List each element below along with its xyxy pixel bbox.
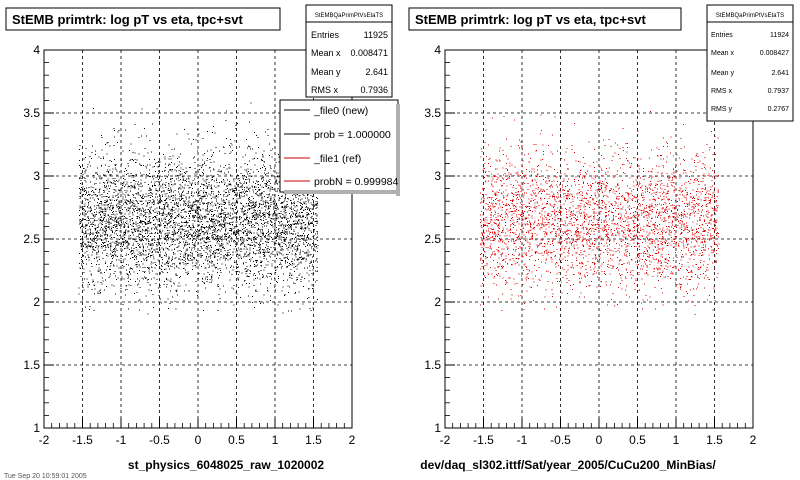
x-tick-label: 2 <box>349 433 356 447</box>
y-tick-label: 2 <box>33 295 40 309</box>
y-tick-label: 3 <box>434 169 441 183</box>
right-stats-name: StEMBQaPrimPtVsEtaTS <box>716 13 784 19</box>
left-stats-label: Mean x <box>311 48 341 58</box>
left-chart-title: StEMB primtrk: log pT vs eta, tpc+svt <box>12 12 243 27</box>
x-tick-label: 1 <box>673 433 680 447</box>
left-stats-name: StEMBQaPrimPtVsEtaTS <box>315 13 383 19</box>
right-stats-label: Entries <box>711 32 733 39</box>
left-stats-value: 0.008471 <box>350 48 388 58</box>
x-tick-label: -2 <box>39 433 50 447</box>
x-tick-label: -0.5 <box>550 433 571 447</box>
x-tick-label: 0 <box>195 433 202 447</box>
x-tick-label: 0.5 <box>228 433 245 447</box>
legend-box: _file0 (new) prob = 1.000000 _file1 (ref… <box>279 99 400 196</box>
right-tick-labels: -2 -1.5 -1 -0.5 0 0.5 1 1.5 2 1 1.5 2 2.5 3 3.5 4 <box>424 43 756 447</box>
legend-entry-label: probN = 0.999984 <box>314 176 399 188</box>
left-tick-labels: -2 -1.5 -1 -0.5 0 0.5 1 1.5 2 1 1.5 2 2.5 3 3.5 4 <box>23 43 355 447</box>
left-stats-box: StEMBQaPrimPtVsEtaTS Entries 11925 Mean … <box>305 4 393 98</box>
y-tick-label: 4 <box>33 43 40 57</box>
x-tick-label: 2 <box>750 433 757 447</box>
y-tick-label: 1 <box>33 421 40 435</box>
right-axis-ticks <box>444 49 754 429</box>
right-title-box <box>408 7 682 31</box>
y-tick-label: 2.5 <box>23 232 40 246</box>
x-tick-label: 0.5 <box>629 433 646 447</box>
y-tick-label: 2.5 <box>424 232 441 246</box>
x-tick-label: -0.5 <box>149 433 170 447</box>
x-tick-label: -1 <box>517 433 528 447</box>
scatter-markers <box>78 100 319 315</box>
x-tick-label: 1 <box>272 433 279 447</box>
y-tick-label: 1 <box>434 421 441 435</box>
right-stats-value: 0.2767 <box>768 106 790 113</box>
right-stats-value: 0.7937 <box>768 88 790 95</box>
legend-entry-label: _file0 (new) <box>313 105 368 117</box>
pad-divider <box>400 0 406 480</box>
left-stats-value: 0.7936 <box>360 85 388 95</box>
y-tick-label: 3 <box>33 169 40 183</box>
y-tick-label: 4 <box>434 43 441 57</box>
x-tick-label: 1.5 <box>706 433 723 447</box>
y-tick-label: 1.5 <box>23 358 40 372</box>
left-axis-ticks <box>43 49 353 429</box>
x-tick-label: 0 <box>596 433 603 447</box>
x-tick-label: -2 <box>440 433 451 447</box>
y-tick-label: 3.5 <box>424 106 441 120</box>
y-tick-label: 1.5 <box>424 358 441 372</box>
right-stats-value: 2.641 <box>771 70 789 77</box>
right-stats-label: Mean x <box>711 50 734 57</box>
left-title-box <box>5 7 281 31</box>
legend-entry-label: prob = 1.000000 <box>314 129 391 141</box>
right-stats-label: Mean y <box>711 70 734 77</box>
left-stats-label: Mean y <box>311 67 341 77</box>
left-scatter-points <box>78 100 319 315</box>
left-stats-value: 11925 <box>364 30 388 40</box>
x-tick-label: -1.5 <box>72 433 93 447</box>
legend-entry-label: _file1 (ref) <box>313 153 361 165</box>
right-x-axis-label: dev/daq_sl302.ittf/Sat/year_2005/CuCu200… <box>420 458 716 472</box>
y-tick-label: 3.5 <box>23 106 40 120</box>
right-stats-value: 11924 <box>770 32 789 39</box>
footer-timestamp: Tue Sep 20 10:59:01 2005 <box>4 473 87 480</box>
y-tick-label: 2 <box>434 295 441 309</box>
left-stats-value: 2.641 <box>365 67 388 77</box>
right-plot-pad: -2 -1.5 -1 -0.5 0 0.5 1 1.5 2 1 1.5 2 2.5 3 3.5 4 StEMB… <box>408 4 794 472</box>
right-stats-value: 0.008427 <box>760 50 789 57</box>
right-stats-label: RMS x <box>711 88 733 95</box>
left-stats-label: RMS x <box>311 85 339 95</box>
left-x-axis-label: st_physics_6048025_raw_1020002 <box>128 458 324 472</box>
right-chart-title: StEMB primtrk: log pT vs eta, tpc+svt <box>415 12 646 27</box>
left-plot-pad: -2 -1.5 -1 -0.5 0 0.5 1 1.5 2 1 1.5 2 2.5 3 3.5 4 StEMB… <box>4 4 400 480</box>
x-tick-label: -1 <box>116 433 127 447</box>
x-tick-label: 1.5 <box>305 433 322 447</box>
left-stats-label: Entries <box>311 30 340 40</box>
right-stats-box: StEMBQaPrimPtVsEtaTS Entries 11924 Mean … <box>706 4 794 122</box>
right-stats-label: RMS y <box>711 106 733 113</box>
x-tick-label: -1.5 <box>473 433 494 447</box>
